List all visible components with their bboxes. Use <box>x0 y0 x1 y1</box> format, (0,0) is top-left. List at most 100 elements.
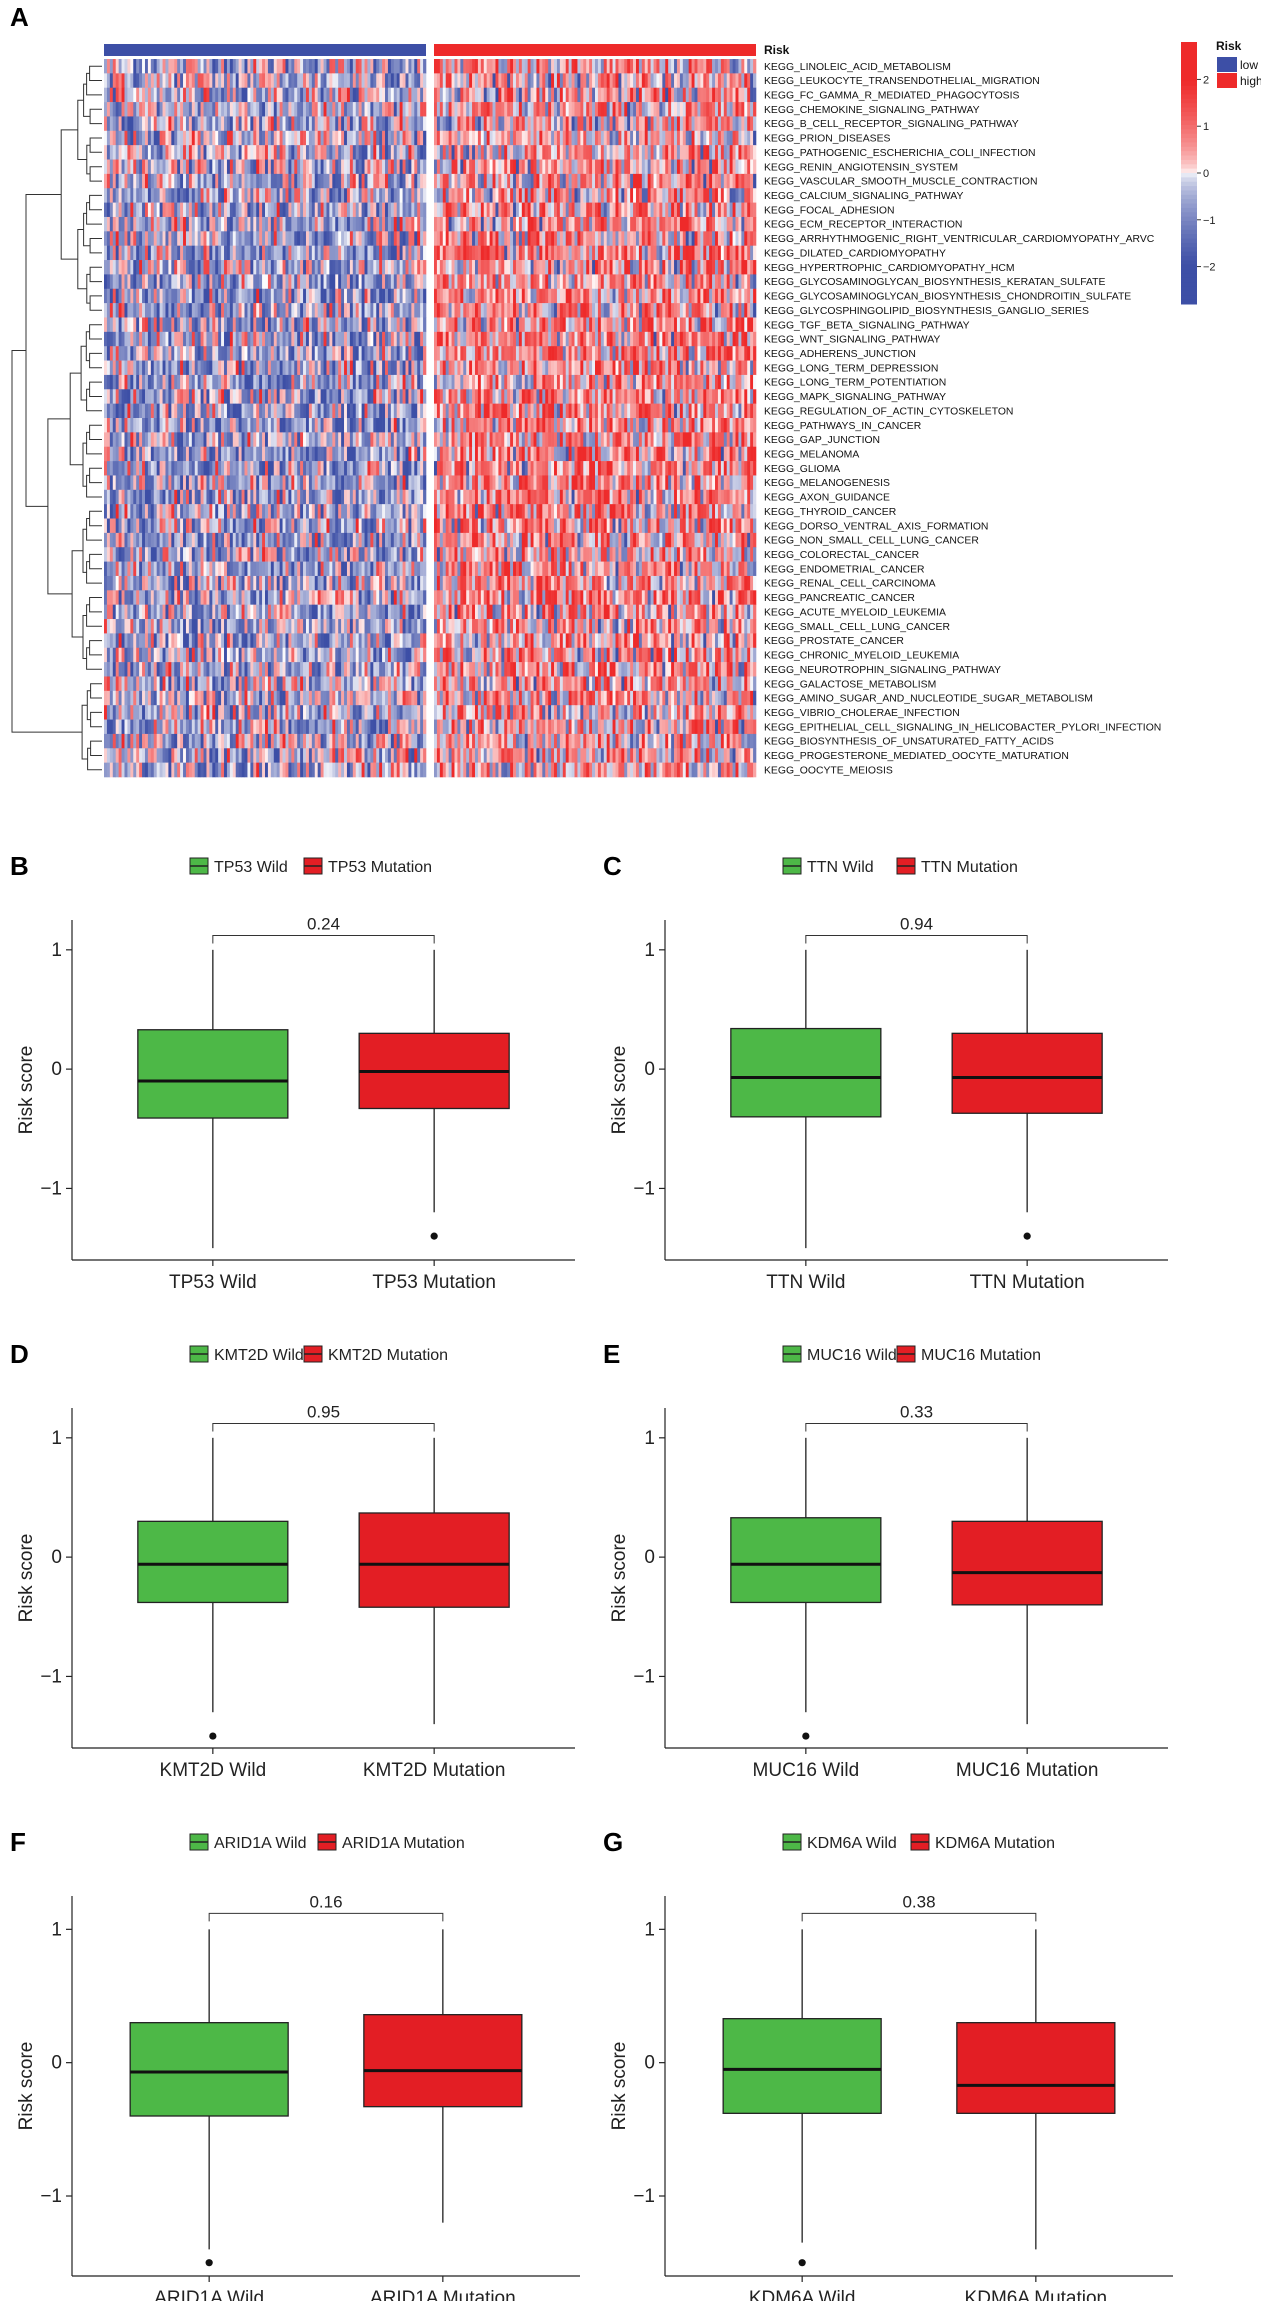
heatmap-cell <box>341 317 345 333</box>
heatmap-cell <box>741 145 745 160</box>
heatmap-cell <box>439 116 444 132</box>
heatmap-cell <box>244 303 248 318</box>
heatmap-cell <box>414 288 418 304</box>
heatmap-cell <box>533 188 537 203</box>
heatmap-cell <box>674 59 678 74</box>
heatmap-cell <box>513 374 517 390</box>
heatmap-cell <box>688 317 692 333</box>
heatmap-cell <box>515 145 520 160</box>
heatmap-cell <box>703 331 707 347</box>
heatmap-cell <box>303 317 307 333</box>
heatmap-cell <box>674 288 678 304</box>
heatmap-cell <box>349 331 354 347</box>
heatmap-cell <box>510 317 514 333</box>
heatmap-cell <box>144 130 149 146</box>
heatmap-cell <box>308 159 313 175</box>
heatmap-cell <box>565 116 569 132</box>
heatmap-cell <box>118 102 122 117</box>
heatmap-cell <box>744 159 748 175</box>
heatmap-cell <box>641 173 646 189</box>
heatmap-cell <box>753 331 757 347</box>
heatmap-cell <box>200 159 204 175</box>
heatmap-cell <box>382 231 386 246</box>
heatmap-cell <box>442 116 447 132</box>
heatmap-cell <box>229 216 234 232</box>
heatmap-cell <box>253 145 257 160</box>
heatmap-cell <box>618 130 622 146</box>
heatmap-cell <box>226 216 231 232</box>
heatmap-cell <box>556 374 561 390</box>
heatmap-cell <box>262 116 266 132</box>
heatmap-cell <box>168 374 172 390</box>
heatmap-cell <box>624 145 628 160</box>
heatmap-cell <box>735 145 739 160</box>
heatmap-cell <box>530 360 534 376</box>
heatmap-cell <box>568 87 572 103</box>
heatmap-cell <box>565 317 569 333</box>
heatmap-cell <box>390 274 395 290</box>
heatmap-cell <box>679 360 684 376</box>
heatmap-cell <box>723 188 728 203</box>
heatmap-cell <box>209 360 213 376</box>
heatmap-cell <box>282 173 286 189</box>
heatmap-cell <box>489 346 493 361</box>
heatmap-cell <box>185 360 190 376</box>
heatmap-cell <box>615 73 619 89</box>
heatmap-cell <box>633 303 637 318</box>
heatmap-cell <box>124 159 128 175</box>
heatmap-cell <box>300 374 304 390</box>
heatmap-cell <box>595 331 599 347</box>
heatmap-cell <box>469 317 473 333</box>
heatmap-cell <box>133 59 137 74</box>
heatmap-cell <box>177 159 181 175</box>
heatmap-cell <box>262 231 266 246</box>
heatmap-cell <box>665 202 669 218</box>
heatmap-cell <box>439 188 444 203</box>
heatmap-cell <box>633 331 637 347</box>
heatmap-cell <box>436 145 441 160</box>
heatmap-cell <box>682 245 687 261</box>
heatmap-cell <box>250 102 254 117</box>
heatmap-cell <box>618 331 622 347</box>
heatmap-cell <box>329 87 333 103</box>
heatmap-cell <box>551 130 555 146</box>
heatmap-cell <box>276 231 280 246</box>
heatmap-cell <box>624 231 628 246</box>
heatmap-cell <box>454 73 458 89</box>
heatmap-cell <box>308 346 313 361</box>
heatmap-cell <box>577 231 581 246</box>
heatmap-cell <box>635 360 640 376</box>
heatmap-cell <box>112 59 117 74</box>
heatmap-cell <box>150 102 155 117</box>
heatmap-cell <box>112 188 117 203</box>
heatmap-cell <box>521 346 526 361</box>
heatmap-cell <box>565 216 569 232</box>
heatmap-cell <box>270 245 275 261</box>
heatmap-cell <box>367 73 371 89</box>
heatmap-cell <box>311 59 316 74</box>
heatmap-cell <box>106 360 111 376</box>
heatmap-cell <box>358 173 362 189</box>
heatmap-cell <box>200 346 204 361</box>
heatmap-cell <box>355 59 359 74</box>
heatmap-cell <box>469 116 473 132</box>
heatmap-cell <box>469 202 473 218</box>
heatmap-cell <box>539 374 543 390</box>
heatmap-cell <box>477 173 482 189</box>
heatmap-cell <box>221 274 225 290</box>
heatmap-cell <box>253 130 257 146</box>
heatmap-cell <box>518 274 523 290</box>
heatmap-cell <box>741 231 745 246</box>
heatmap-cell <box>159 145 163 160</box>
heatmap-cell <box>615 260 619 275</box>
heatmap-cell <box>139 145 143 160</box>
heatmap-cell <box>109 102 114 117</box>
heatmap-cell <box>501 346 505 361</box>
heatmap-cell <box>551 159 555 175</box>
heatmap-cell <box>694 202 698 218</box>
heatmap-cell <box>712 360 716 376</box>
heatmap-cell <box>442 260 447 275</box>
heatmap-cell <box>703 303 707 318</box>
heatmap-cell <box>738 202 742 218</box>
heatmap-cell <box>621 346 625 361</box>
